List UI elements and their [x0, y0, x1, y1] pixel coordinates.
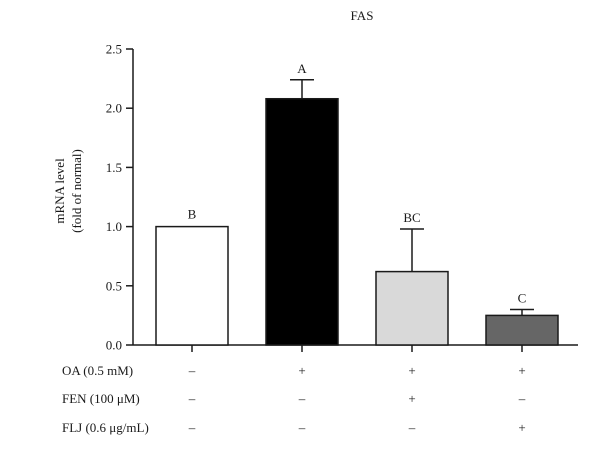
condition-sign: – [518, 391, 526, 406]
significance-label: C [518, 290, 527, 305]
y-tick-label: 2.5 [106, 42, 122, 57]
condition-sign: – [298, 391, 306, 406]
bar [265, 97, 339, 346]
condition-sign: + [408, 391, 415, 406]
significance-label: BC [403, 210, 420, 225]
condition-sign: + [408, 363, 415, 378]
significance-label: B [188, 207, 197, 222]
bar [155, 225, 229, 346]
y-axis-label: mRNA level (fold of normal) [52, 149, 84, 233]
condition-sign: – [188, 363, 196, 378]
condition-label: FEN (100 μM) [62, 391, 140, 406]
y-axis-label-line2: (fold of normal) [69, 149, 84, 233]
condition-sign: + [518, 363, 525, 378]
plot-area: 0.0 0.5 1.0 1.5 2.0 2.5 B A BC C [106, 42, 578, 353]
condition-sign: – [188, 391, 196, 406]
condition-label: FLJ (0.6 μg/mL) [62, 420, 149, 435]
bar [485, 314, 559, 346]
condition-sign: – [188, 420, 196, 435]
y-axis-label-line1: mRNA level [52, 158, 67, 224]
y-tick-label: 1.5 [106, 160, 122, 175]
condition-sign: + [298, 363, 305, 378]
y-tick-label: 2.0 [106, 101, 122, 116]
bar [375, 270, 449, 346]
chart-title: FAS [351, 8, 374, 23]
y-tick-label: 0.0 [106, 338, 122, 353]
y-tick-label: 0.5 [106, 278, 122, 293]
condition-sign: – [408, 420, 416, 435]
y-tick-label: 1.0 [106, 219, 122, 234]
condition-sign: + [518, 420, 525, 435]
significance-label: A [297, 61, 307, 76]
condition-sign: – [298, 420, 306, 435]
condition-table: OA (0.5 mM) – + + + FEN (100 μM) – – + – FLJ (0.6 … [62, 363, 526, 435]
condition-label: OA (0.5 mM) [62, 363, 133, 378]
